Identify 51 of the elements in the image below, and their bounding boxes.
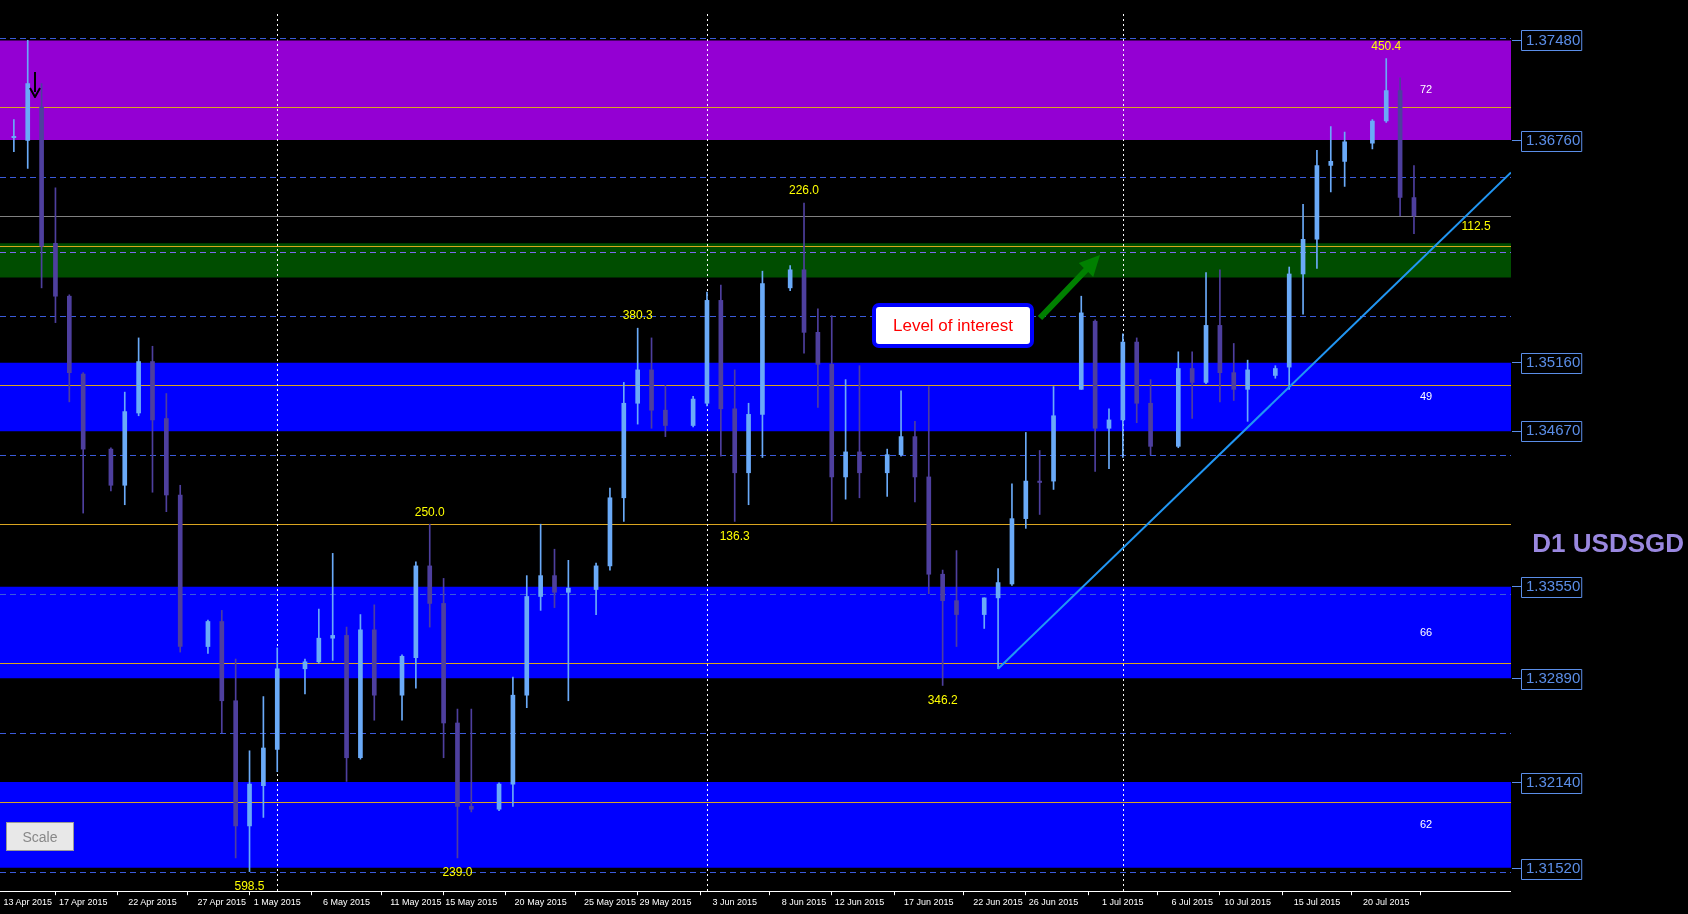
annotation: 346.2	[927, 692, 958, 707]
x-tick-label: 17 Apr 2015	[58, 897, 108, 908]
x-tick-label: 3 Jun 2015	[712, 897, 757, 908]
x-tick-label: 15 Jul 2015	[1293, 897, 1341, 908]
x-tick-label: 20 Jul 2015	[1362, 897, 1410, 908]
x-tick-label: 22 Jun 2015	[973, 897, 1023, 908]
annotation: 250.0	[414, 504, 446, 519]
x-tick-label: 26 Jun 2015	[1028, 897, 1079, 908]
annotation: 112.5	[1461, 218, 1491, 233]
y-tick-label: 1.35160	[1526, 353, 1581, 371]
annotation: Level of interest	[872, 303, 1034, 348]
x-tick-label: 6 May 2015	[323, 897, 371, 908]
annotation: 226.0	[789, 183, 820, 198]
x-tick-label: 12 Jun 2015	[834, 897, 885, 908]
y-tick-label: 1.32140	[1526, 772, 1581, 790]
annotation: 380.3	[622, 308, 654, 323]
band-label: 62	[1419, 817, 1433, 830]
x-tick-label: 6 Jul 2015	[1171, 897, 1213, 908]
annotation: 598.5	[234, 879, 265, 894]
candlestick	[468, 708, 474, 813]
x-tick-label: 13 Apr 2015	[3, 897, 52, 908]
band-label: 72	[1419, 83, 1433, 96]
x-tick-label: 1 Jul 2015	[1102, 897, 1144, 908]
x-tick-label: 25 May 2015	[583, 897, 636, 908]
candlestick	[330, 553, 336, 661]
y-tick-label: 1.31520	[1526, 859, 1581, 877]
y-tick-label: 1.37480	[1526, 30, 1581, 48]
x-tick-label: 8 Jun 2015	[781, 897, 827, 908]
y-tick-label: 1.33550	[1526, 576, 1581, 594]
x-tick-label: 20 May 2015	[514, 897, 567, 908]
y-tick-label: 1.32890	[1526, 668, 1581, 686]
x-tick-label: 27 Apr 2015	[197, 897, 247, 908]
annotation: 136.3	[719, 528, 751, 543]
x-tick-label: 17 Jun 2015	[904, 897, 954, 908]
text: D1 USDSGD	[1532, 528, 1684, 559]
annotation: 239.0	[442, 865, 473, 880]
x-tick-label: 15 May 2015	[445, 897, 498, 908]
x-tick-label: 29 May 2015	[639, 897, 692, 908]
annotation: 450.4	[1371, 38, 1402, 53]
x-tick-label: 10 Jul 2015	[1224, 897, 1271, 908]
scale-button: Scale	[6, 822, 74, 851]
band-label: 49	[1419, 389, 1433, 402]
x-tick-label: 1 May 2015	[253, 897, 301, 908]
band-label: 66	[1419, 625, 1433, 638]
x-tick-label: 22 Apr 2015	[128, 897, 177, 908]
candlestick	[1037, 450, 1043, 515]
candlestick	[302, 658, 308, 695]
y-tick-label: 1.34670	[1526, 421, 1581, 439]
y-tick-label: 1.36760	[1526, 130, 1581, 148]
candlestick	[1328, 126, 1334, 193]
x-tick-label: 11 May 2015	[390, 897, 442, 908]
